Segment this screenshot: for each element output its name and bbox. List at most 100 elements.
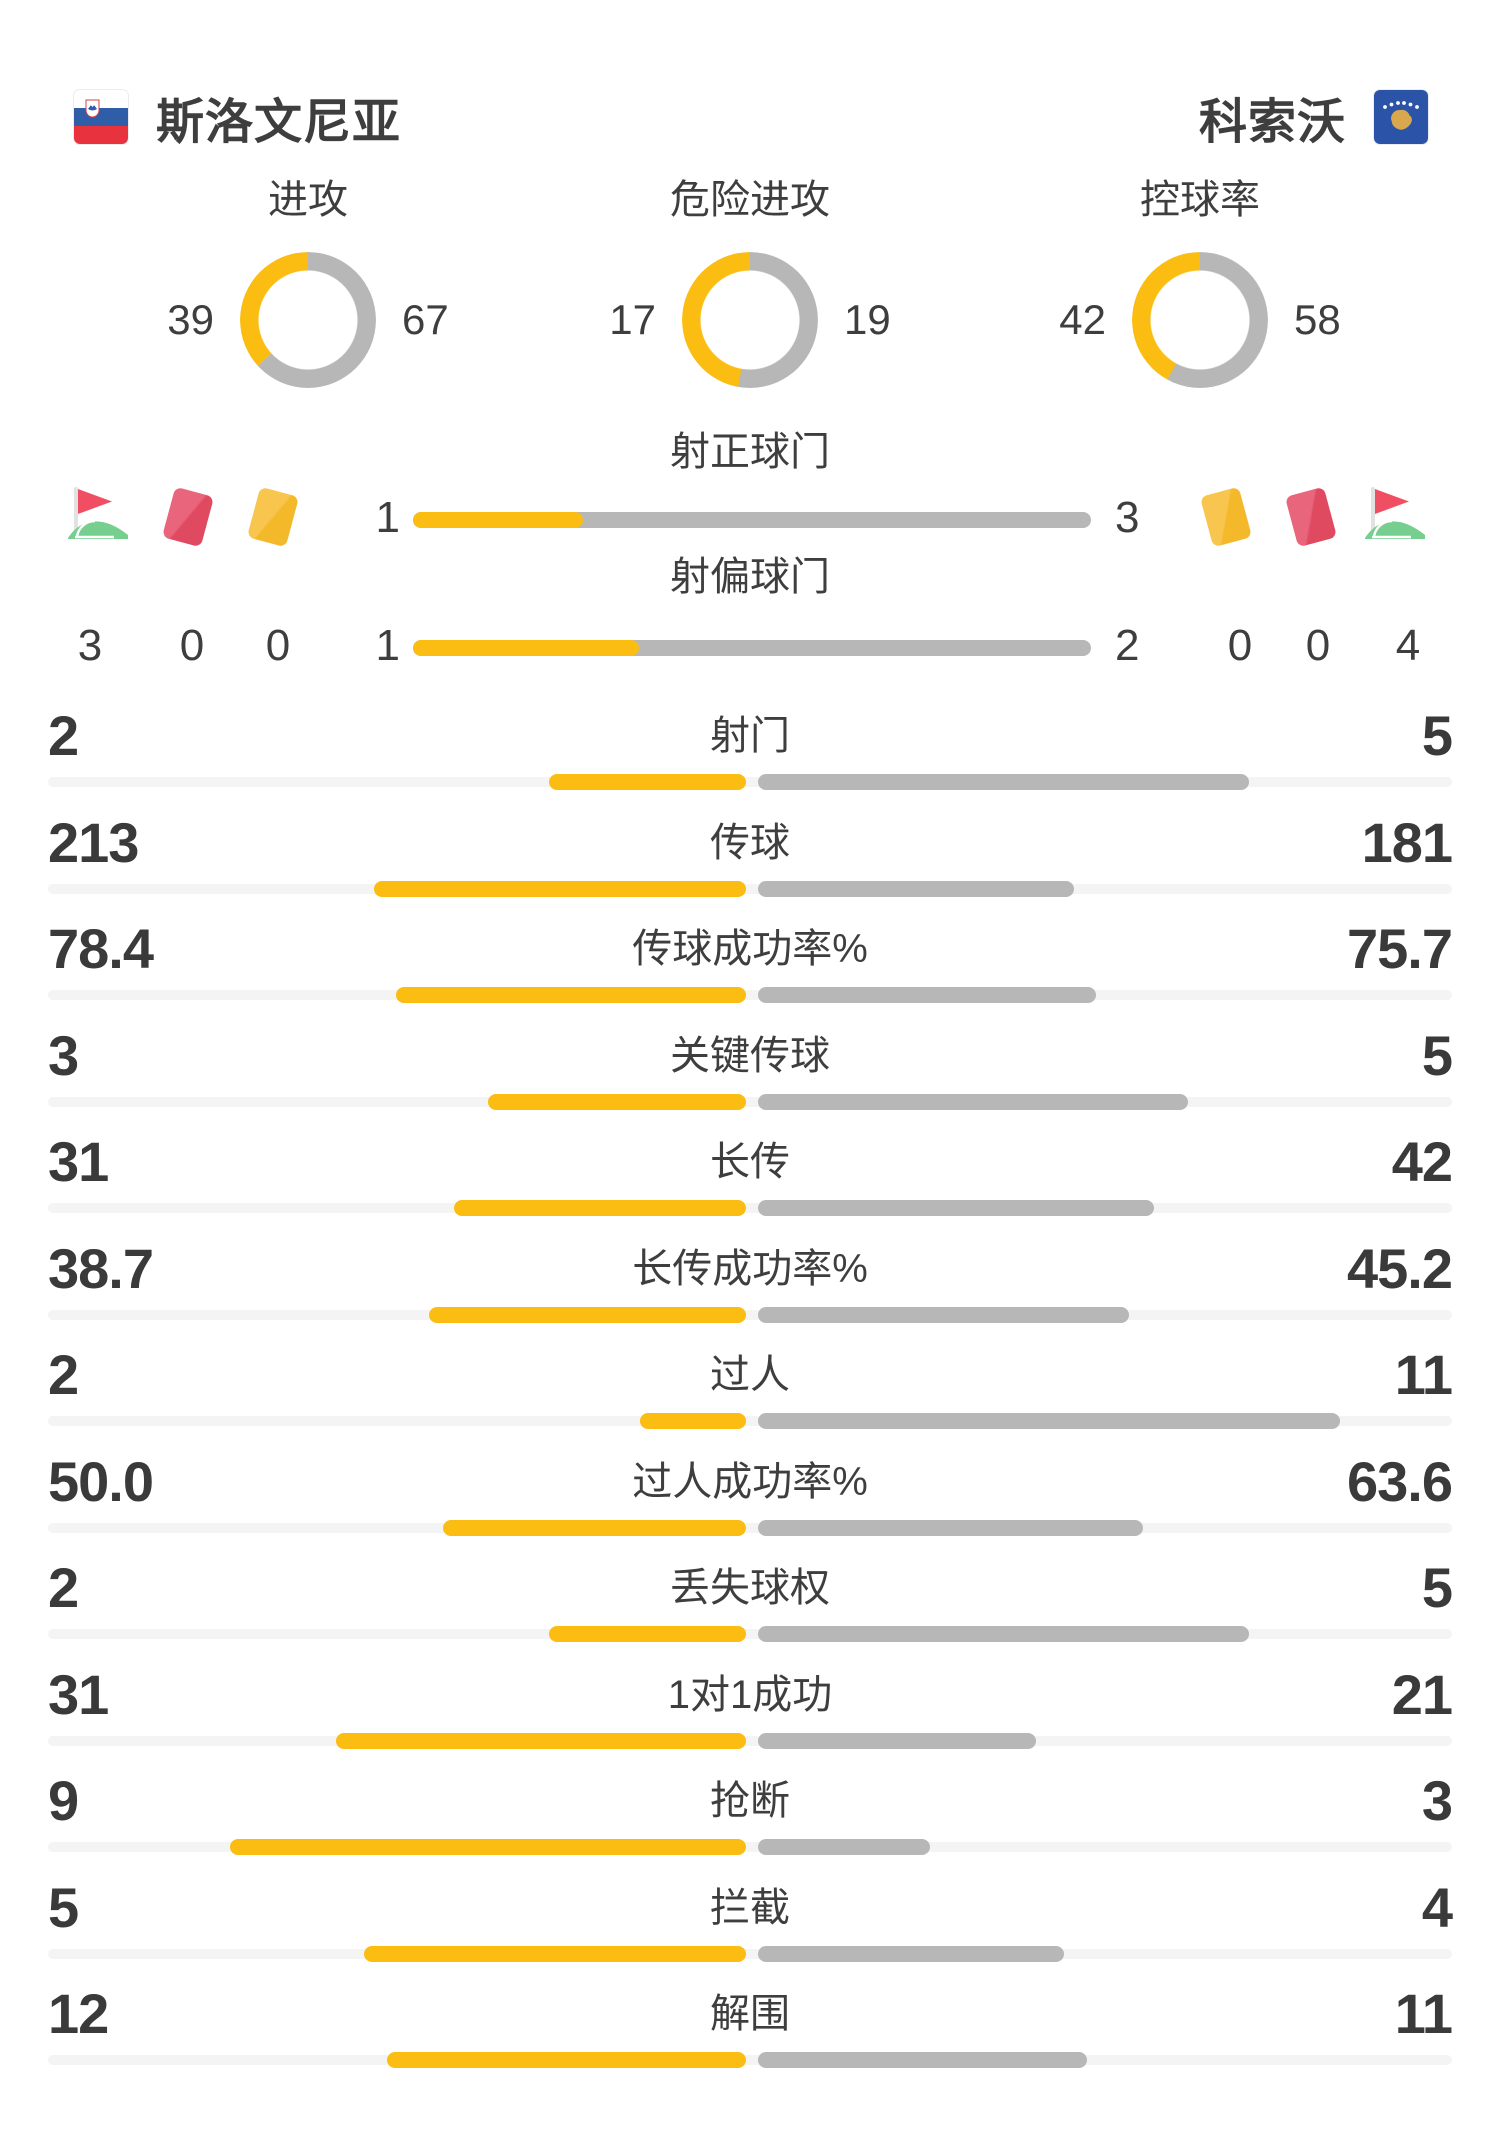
stat-away-value: 11 [1394, 1343, 1453, 1406]
donut-chart [240, 252, 376, 388]
stat-label: 过人 [710, 1353, 790, 1397]
stat-home-bar [549, 1626, 746, 1642]
stat-row: 5 拦截 4 [0, 1864, 1500, 1971]
stat-away-bar [758, 1626, 1249, 1642]
shots-off-target-away-value: 2 [1115, 621, 1140, 670]
donut-away-value: 58 [1294, 296, 1341, 343]
stat-bar-track [48, 2055, 1452, 2065]
stat-label: 长传 [710, 1140, 790, 1184]
stat-bar [0, 880, 1500, 897]
stat-line: 2 射门 5 [0, 692, 1500, 764]
donut-home-value: 42 [1059, 296, 1106, 343]
red-card-icon [161, 486, 215, 548]
stat-bar-track [48, 883, 1452, 894]
home-team-name: 斯洛文尼亚 [156, 96, 402, 149]
donut-row: 17 19 [580, 252, 920, 388]
stat-home-value: 213 [48, 810, 139, 874]
stat-bar [0, 1413, 1500, 1429]
stat-away-value: 63.6 [1347, 1449, 1453, 1513]
away-team-name: 科索沃 [1198, 96, 1346, 149]
donut-title: 危险进攻 [670, 178, 830, 222]
stat-bar-track [48, 1842, 1452, 1852]
home-corners-count: 3 [77, 621, 103, 670]
donut-group: 危险进攻 17 19 [580, 176, 920, 388]
stat-away-bar [758, 1732, 1036, 1749]
stat-home-value: 38.7 [48, 1236, 154, 1300]
donut-home-value: 17 [609, 296, 656, 343]
donut-title: 控球率 [1140, 178, 1260, 222]
donut-group: 控球率 42 58 [1030, 176, 1370, 388]
stat-home-value: 12 [48, 1982, 109, 2045]
stat-bar [0, 1839, 1500, 1855]
stat-home-value: 2 [48, 1556, 79, 1619]
stat-home-bar [396, 987, 746, 1003]
stat-label: 过人成功率% [632, 1459, 868, 1504]
stat-bar [0, 1093, 1500, 1110]
stat-line: 50.0 过人成功率% 63.6 [0, 1438, 1500, 1510]
shots-off-target-bar [413, 640, 1091, 656]
stat-away-bar [758, 880, 1074, 897]
stat-bar-track [48, 1309, 1452, 1320]
stat-away-bar [758, 1413, 1340, 1429]
stat-away-value: 45.2 [1347, 1236, 1453, 1300]
stat-bar [0, 1626, 1500, 1642]
stat-away-bar [758, 1306, 1129, 1323]
shots-off-target-title: 射偏球门 [670, 555, 830, 599]
stat-row: 78.4 传球成功率% 75.7 [0, 905, 1500, 1012]
stat-home-value: 2 [48, 1343, 79, 1406]
stat-row: 31 长传 42 [0, 1118, 1500, 1225]
stat-line: 9 抢断 3 [0, 1757, 1500, 1829]
stat-row: 213 传球 181 [0, 799, 1500, 906]
stat-line: 12 解围 11 [0, 1970, 1500, 2042]
shots-on-target-home-fill [413, 512, 583, 528]
stat-away-value: 3 [1421, 1769, 1453, 1832]
stat-label: 抢断 [710, 1779, 790, 1823]
stat-bar-track [48, 1735, 1452, 1746]
donut-away-value: 19 [844, 296, 891, 343]
stat-away-value: 42 [1391, 1130, 1453, 1193]
stat-away-bar [758, 774, 1249, 790]
stat-label: 解围 [710, 1992, 790, 2036]
stat-home-value: 31 [48, 1662, 109, 1726]
stat-line: 31 长传 42 [0, 1118, 1500, 1190]
stat-away-bar [758, 1519, 1143, 1536]
stat-row: 2 丢失球权 5 [0, 1544, 1500, 1651]
stat-line: 31 1对1成功 21 [0, 1651, 1500, 1723]
donut-section: 进攻 39 67 危险进攻 17 19 控球率 42 58 [0, 176, 1500, 416]
stat-home-value: 78.4 [48, 917, 154, 980]
stat-row: 3 关键传球 5 [0, 1012, 1500, 1119]
shots-on-target-home-value: 1 [375, 493, 400, 542]
stat-home-value: 3 [48, 1023, 79, 1087]
donut-chart [1132, 252, 1268, 388]
stat-home-bar [387, 2052, 746, 2068]
away-red-cards-count: 0 [1305, 621, 1331, 670]
shots-on-target-bar [413, 512, 1091, 528]
donut-chart [682, 252, 818, 388]
away-team[interactable]: 科索沃 [1199, 82, 1428, 152]
stat-home-bar [454, 1200, 746, 1216]
corner-flag-icon [64, 483, 132, 551]
stat-line: 213 传球 181 [0, 799, 1500, 871]
stat-bar [0, 987, 1500, 1003]
stat-bar [0, 1732, 1500, 1749]
red-card-icon [1284, 486, 1338, 548]
stat-row: 2 射门 5 [0, 692, 1500, 799]
stat-home-bar [230, 1839, 746, 1855]
donut-group: 进攻 39 67 [138, 176, 478, 388]
shots-off-target-home-value: 1 [375, 621, 400, 670]
stat-line: 2 丢失球权 5 [0, 1544, 1500, 1616]
stat-home-bar [364, 1945, 746, 1962]
stat-label: 丢失球权 [670, 1566, 830, 1610]
stat-home-bar [429, 1306, 746, 1323]
stat-row: 50.0 过人成功率% 63.6 [0, 1438, 1500, 1545]
stat-away-bar [758, 1200, 1154, 1216]
stat-row: 38.7 长传成功率% 45.2 [0, 1225, 1500, 1332]
stat-away-bar [758, 987, 1096, 1003]
stats-section: 2 射门 5 213 传球 181 78.4 传球成功率% 75.7 [0, 692, 1500, 2077]
stat-bar-track [48, 1522, 1452, 1533]
stat-bar [0, 1306, 1500, 1323]
stat-home-bar [336, 1732, 746, 1749]
shots-on-target-title: 射正球门 [670, 430, 830, 474]
home-team[interactable]: 斯洛文尼亚 [74, 82, 401, 152]
